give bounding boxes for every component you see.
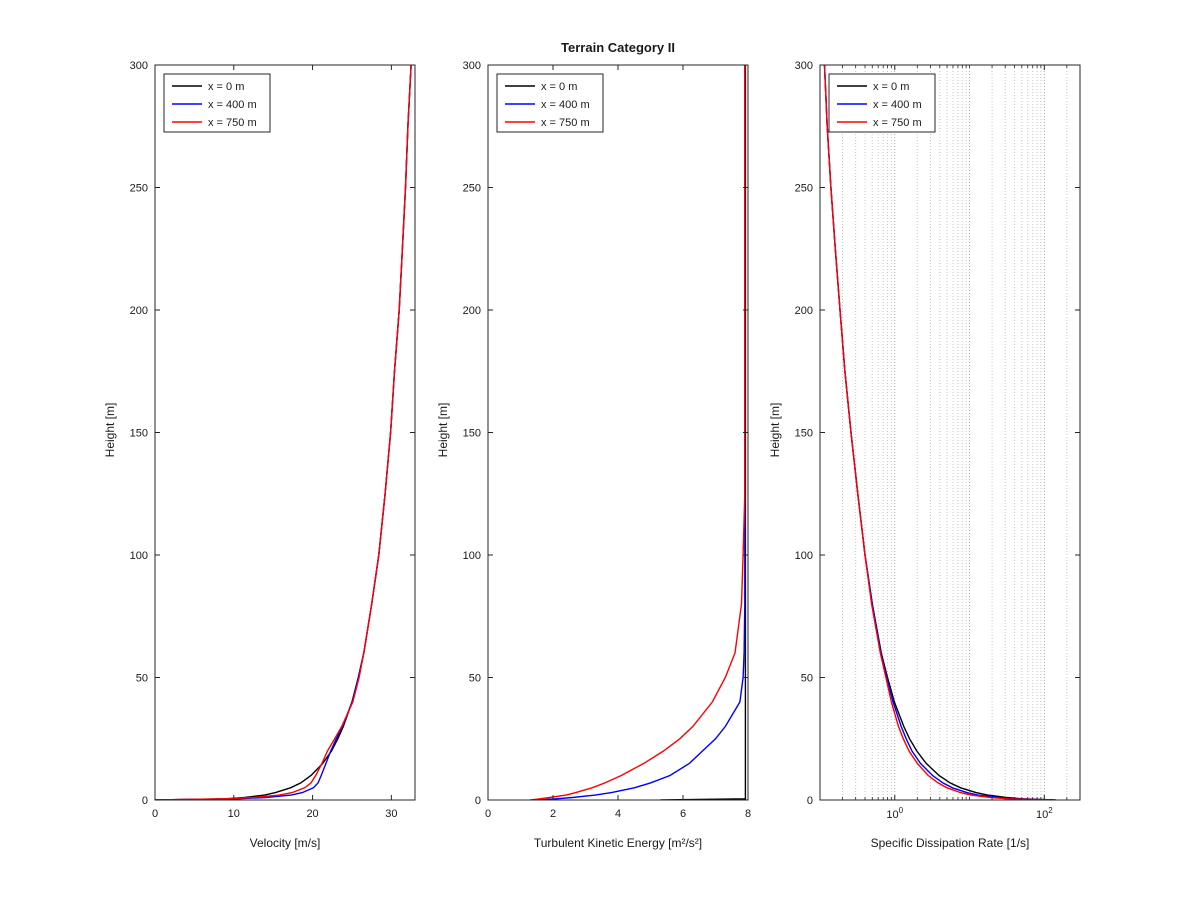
svg-text:300: 300 xyxy=(130,60,148,72)
svg-text:250: 250 xyxy=(463,183,481,195)
svg-text:250: 250 xyxy=(795,183,813,195)
series-line-2 xyxy=(530,65,746,800)
axes-box xyxy=(154,64,416,801)
series-group xyxy=(530,65,747,800)
legend-label: x = 400 m xyxy=(208,99,257,111)
svg-text:100: 100 xyxy=(795,550,813,562)
chart-2: 100 102 0 50 100 150 200 250 300 x = 0 m x = 400 m… xyxy=(795,60,1081,821)
ticks xyxy=(820,64,1080,801)
svg-text:250: 250 xyxy=(130,183,148,195)
legend: x = 0 m x = 400 m x = 750 m xyxy=(163,73,271,133)
series-group xyxy=(155,65,412,800)
svg-text:6: 6 xyxy=(680,808,686,820)
ticks xyxy=(154,64,415,801)
series-line-1 xyxy=(155,65,412,800)
svg-text:0: 0 xyxy=(152,808,158,820)
series-group xyxy=(823,65,1056,800)
svg-text:200: 200 xyxy=(463,305,481,317)
legend-label: x = 0 m xyxy=(208,81,244,93)
velocity-ylabel: Height [m] xyxy=(103,402,117,458)
svg-text:20: 20 xyxy=(306,808,318,820)
legend: x = 0 m x = 400 m x = 750 m xyxy=(496,73,604,133)
legend-label: x = 0 m xyxy=(541,81,577,93)
velocity-xlabel: Velocity [m/s] xyxy=(249,836,321,850)
svg-text:0: 0 xyxy=(475,795,481,807)
svg-text:100: 100 xyxy=(463,550,481,562)
svg-text:150: 150 xyxy=(130,428,148,440)
figure-title: Terrain Category II xyxy=(561,40,675,55)
legend-label: x = 0 m xyxy=(873,81,909,93)
svg-text:30: 30 xyxy=(385,808,397,820)
series-line-2 xyxy=(155,65,412,800)
omega-ylabel: Height [m] xyxy=(768,402,782,458)
svg-text:10: 10 xyxy=(228,808,240,820)
svg-text:50: 50 xyxy=(469,673,481,685)
omega-xlabel: Specific Dissipation Rate [1/s] xyxy=(870,836,1030,850)
svg-text:0: 0 xyxy=(807,795,813,807)
svg-text:300: 300 xyxy=(795,60,813,72)
svg-text:200: 200 xyxy=(130,305,148,317)
legend-label: x = 400 m xyxy=(541,99,590,111)
legend-label: x = 750 m xyxy=(873,117,922,129)
series-line-1 xyxy=(536,65,746,800)
legend-label: x = 400 m xyxy=(873,99,922,111)
ticks xyxy=(487,64,749,801)
svg-text:100: 100 xyxy=(130,550,148,562)
legend-label: x = 750 m xyxy=(208,117,257,129)
svg-text:200: 200 xyxy=(795,305,813,317)
tick-labels: 100 102 0 50 100 150 200 250 300 xyxy=(795,60,1054,821)
series-line-0 xyxy=(155,65,412,800)
legend-label: x = 750 m xyxy=(541,117,590,129)
svg-text:150: 150 xyxy=(463,428,481,440)
svg-text:0: 0 xyxy=(142,795,148,807)
series-line-1 xyxy=(823,65,1053,800)
svg-text:50: 50 xyxy=(801,673,813,685)
svg-text:102: 102 xyxy=(1036,806,1053,821)
series-line-0 xyxy=(660,65,747,800)
svg-text:100: 100 xyxy=(886,806,903,821)
tke-ylabel: Height [m] xyxy=(436,402,450,458)
tke-xlabel: Turbulent Kinetic Energy [m²/s²] xyxy=(533,836,703,850)
svg-text:2: 2 xyxy=(550,808,556,820)
axes-box xyxy=(487,64,749,801)
tick-labels: 0 2 4 6 8 0 50 100 150 200 250 300 xyxy=(463,60,751,820)
svg-text:4: 4 xyxy=(615,808,621,820)
minor-grid xyxy=(842,65,1068,800)
svg-text:0: 0 xyxy=(485,808,491,820)
svg-text:50: 50 xyxy=(136,673,148,685)
series-line-2 xyxy=(823,65,1052,800)
legend: x = 0 m x = 400 m x = 750 m xyxy=(828,73,936,133)
svg-text:300: 300 xyxy=(463,60,481,72)
svg-text:8: 8 xyxy=(745,808,751,820)
svg-text:150: 150 xyxy=(795,428,813,440)
